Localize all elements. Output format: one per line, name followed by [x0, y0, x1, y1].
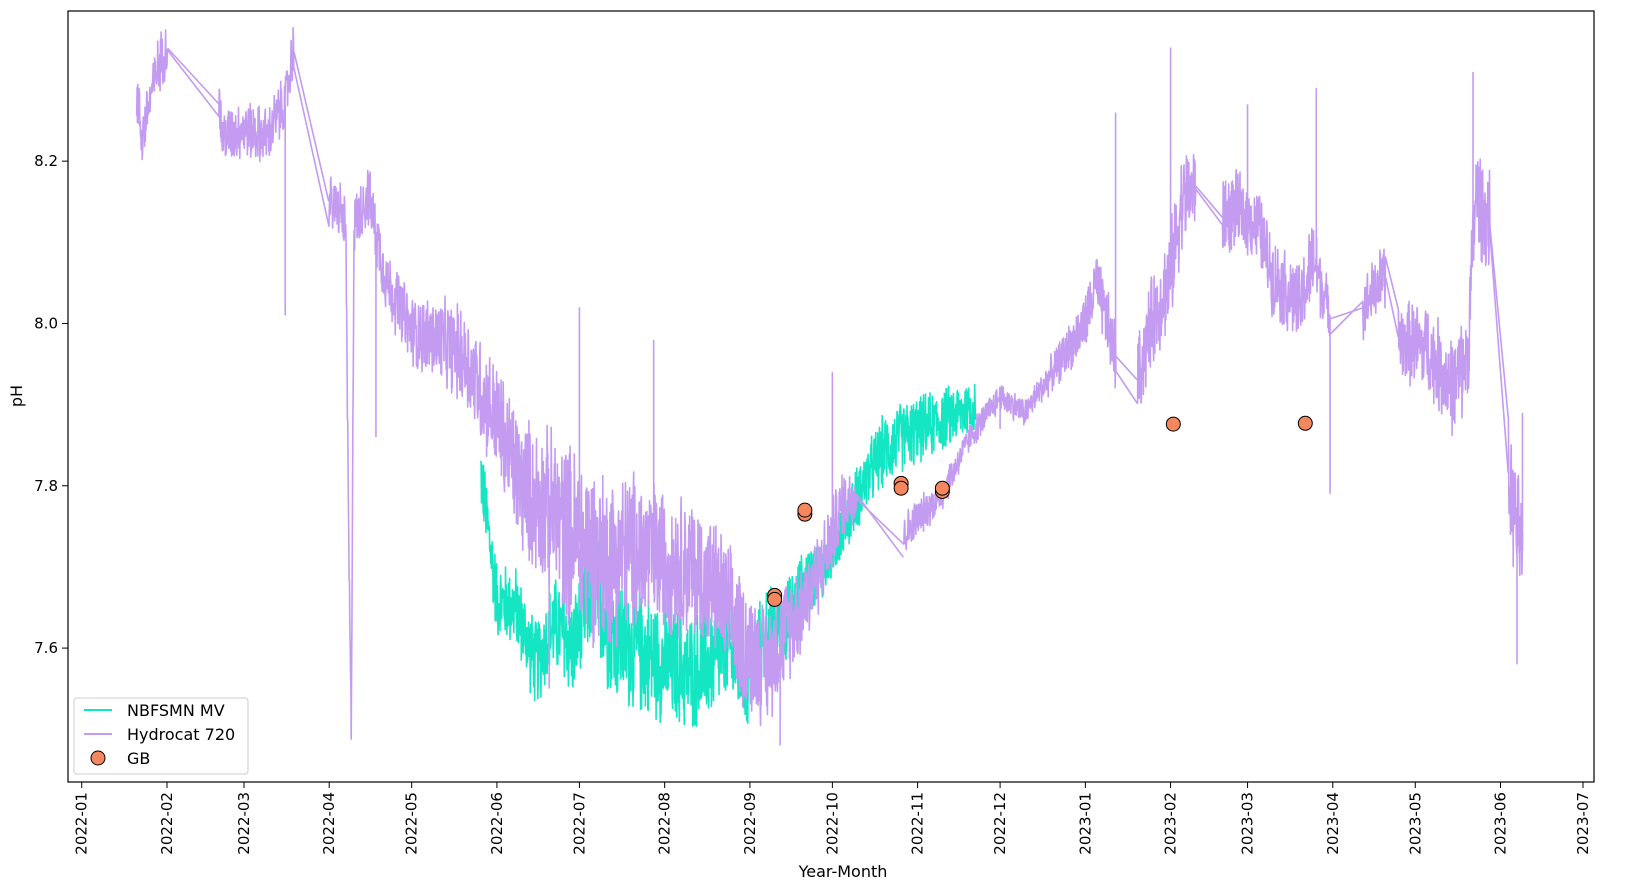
gb-point: [797, 502, 813, 518]
x-tick-label: 2023-03: [1239, 792, 1257, 855]
x-tick-label: 2022-02: [158, 792, 176, 855]
series-gap-line-1: [1115, 355, 1138, 381]
legend-label-gb: GB: [127, 749, 150, 768]
series-gap-line-1: [1195, 185, 1223, 218]
gb-point: [893, 480, 909, 496]
x-tick-label: 2022-08: [656, 792, 674, 855]
x-tick-label: 2022-06: [488, 792, 506, 855]
x-tick-label: 2022-04: [320, 792, 338, 855]
legend-box: [73, 697, 249, 775]
x-tick-label: 2022-11: [909, 792, 927, 855]
series-gap-line-1: [293, 51, 330, 202]
y-tick-label: 7.6: [34, 639, 58, 657]
x-tick-label: 2023-02: [1162, 792, 1180, 855]
gb-point: [1165, 416, 1181, 432]
x-tick-label: 2023-06: [1492, 792, 1510, 855]
y-axis: 7.6 7.8 8.0 8.2: [34, 152, 68, 657]
series-line-1: [135, 27, 1524, 740]
x-tick-label: 2022-01: [73, 792, 91, 855]
legend: NBFSMN MV Hydrocat 720 GB: [73, 697, 249, 775]
x-axis-label: Year-Month: [798, 862, 888, 881]
series-gap-line-1: [166, 47, 220, 105]
y-axis-label: pH: [7, 385, 26, 407]
x-tick-label: 2023-05: [1406, 792, 1424, 855]
y-tick-label: 7.8: [34, 477, 58, 495]
legend-swatch-gb: [90, 750, 106, 766]
x-tick-label: 2023-04: [1324, 792, 1342, 855]
x-tick-label: 2022-10: [823, 792, 841, 855]
x-tick-label: 2022-09: [741, 792, 759, 855]
series-gap-line-1: [1384, 277, 1400, 338]
gb-point: [767, 591, 783, 607]
plot-frame: [67, 10, 1595, 783]
x-tick-label: 2022-12: [991, 792, 1009, 855]
y-tick-label: 8.2: [34, 152, 58, 170]
x-tick-label: 2022-05: [403, 792, 421, 855]
plot-area: [135, 27, 1524, 746]
x-tick-label: 2023-01: [1076, 792, 1094, 855]
x-tick-label: 2023-07: [1574, 792, 1592, 855]
series-gap-line-1: [1489, 234, 1510, 473]
series-gap-line-1: [1330, 307, 1363, 320]
legend-label-hydrocat: Hydrocat 720: [127, 725, 235, 744]
gb-point: [934, 480, 950, 496]
x-tick-label: 2022-03: [235, 792, 253, 855]
legend-label-nbfsmn: NBFSMN MV: [127, 701, 225, 720]
x-tick-label: 2022-07: [570, 792, 588, 855]
series-gap-line-1: [857, 495, 904, 558]
x-axis: 2022-01 2022-02 2022-03 2022-04 2022-05 2022-…: [73, 782, 1592, 855]
gb-point: [1297, 415, 1313, 431]
y-tick-label: 8.0: [34, 314, 58, 332]
